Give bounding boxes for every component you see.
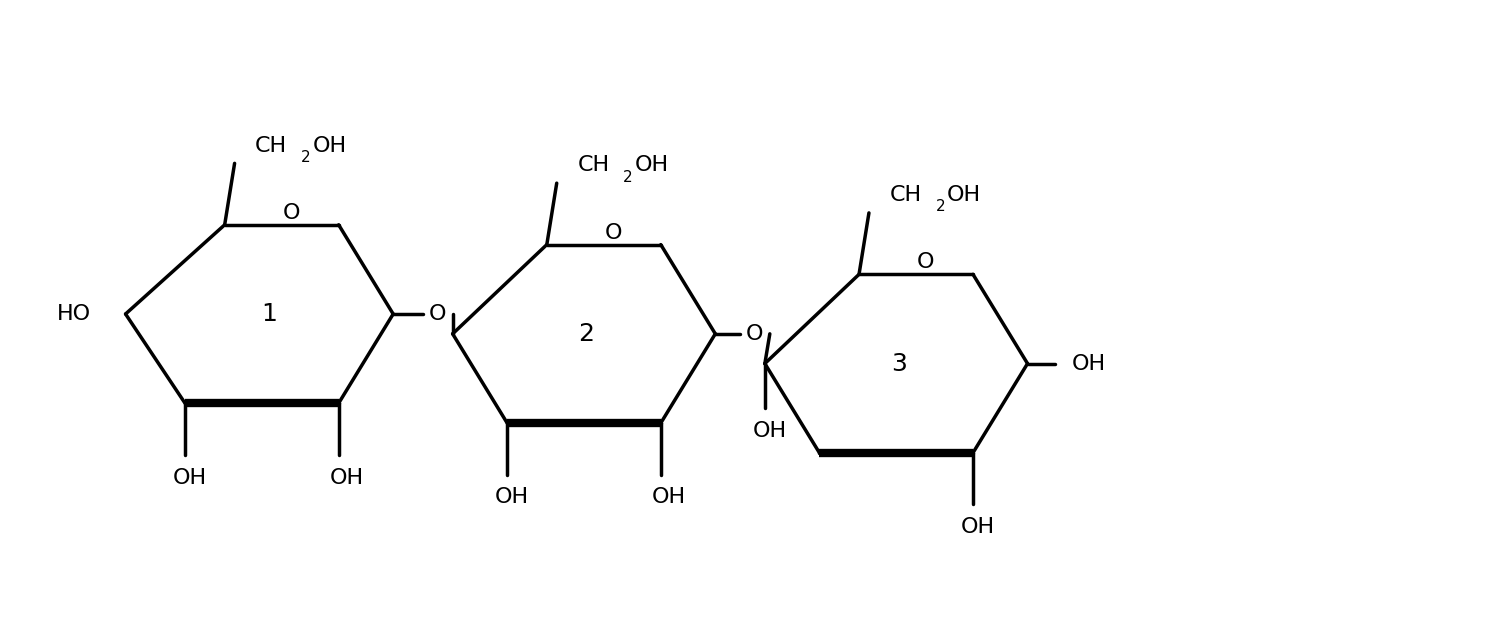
Text: O: O	[606, 223, 622, 243]
Text: O: O	[917, 252, 935, 272]
Text: OH: OH	[495, 487, 529, 508]
Text: 3: 3	[890, 352, 907, 376]
Text: OH: OH	[330, 467, 364, 487]
Text: HO: HO	[57, 304, 91, 324]
Text: OH: OH	[961, 517, 995, 537]
Text: CH: CH	[889, 185, 922, 205]
Text: CH: CH	[255, 135, 288, 155]
Text: 2: 2	[935, 199, 944, 214]
Text: 2: 2	[301, 150, 310, 165]
Text: OH: OH	[172, 467, 207, 487]
Text: OH: OH	[652, 487, 685, 508]
Text: O: O	[747, 324, 763, 344]
Text: O: O	[429, 304, 447, 324]
Text: CH: CH	[577, 155, 610, 175]
Text: O: O	[283, 203, 300, 223]
Text: OH: OH	[313, 135, 346, 155]
Text: 2: 2	[624, 170, 633, 185]
Text: OH: OH	[634, 155, 669, 175]
Text: OH: OH	[947, 185, 982, 205]
Text: 2: 2	[579, 322, 595, 346]
Text: 1: 1	[261, 302, 277, 326]
Text: OH: OH	[752, 421, 787, 441]
Text: OH: OH	[1072, 353, 1106, 374]
